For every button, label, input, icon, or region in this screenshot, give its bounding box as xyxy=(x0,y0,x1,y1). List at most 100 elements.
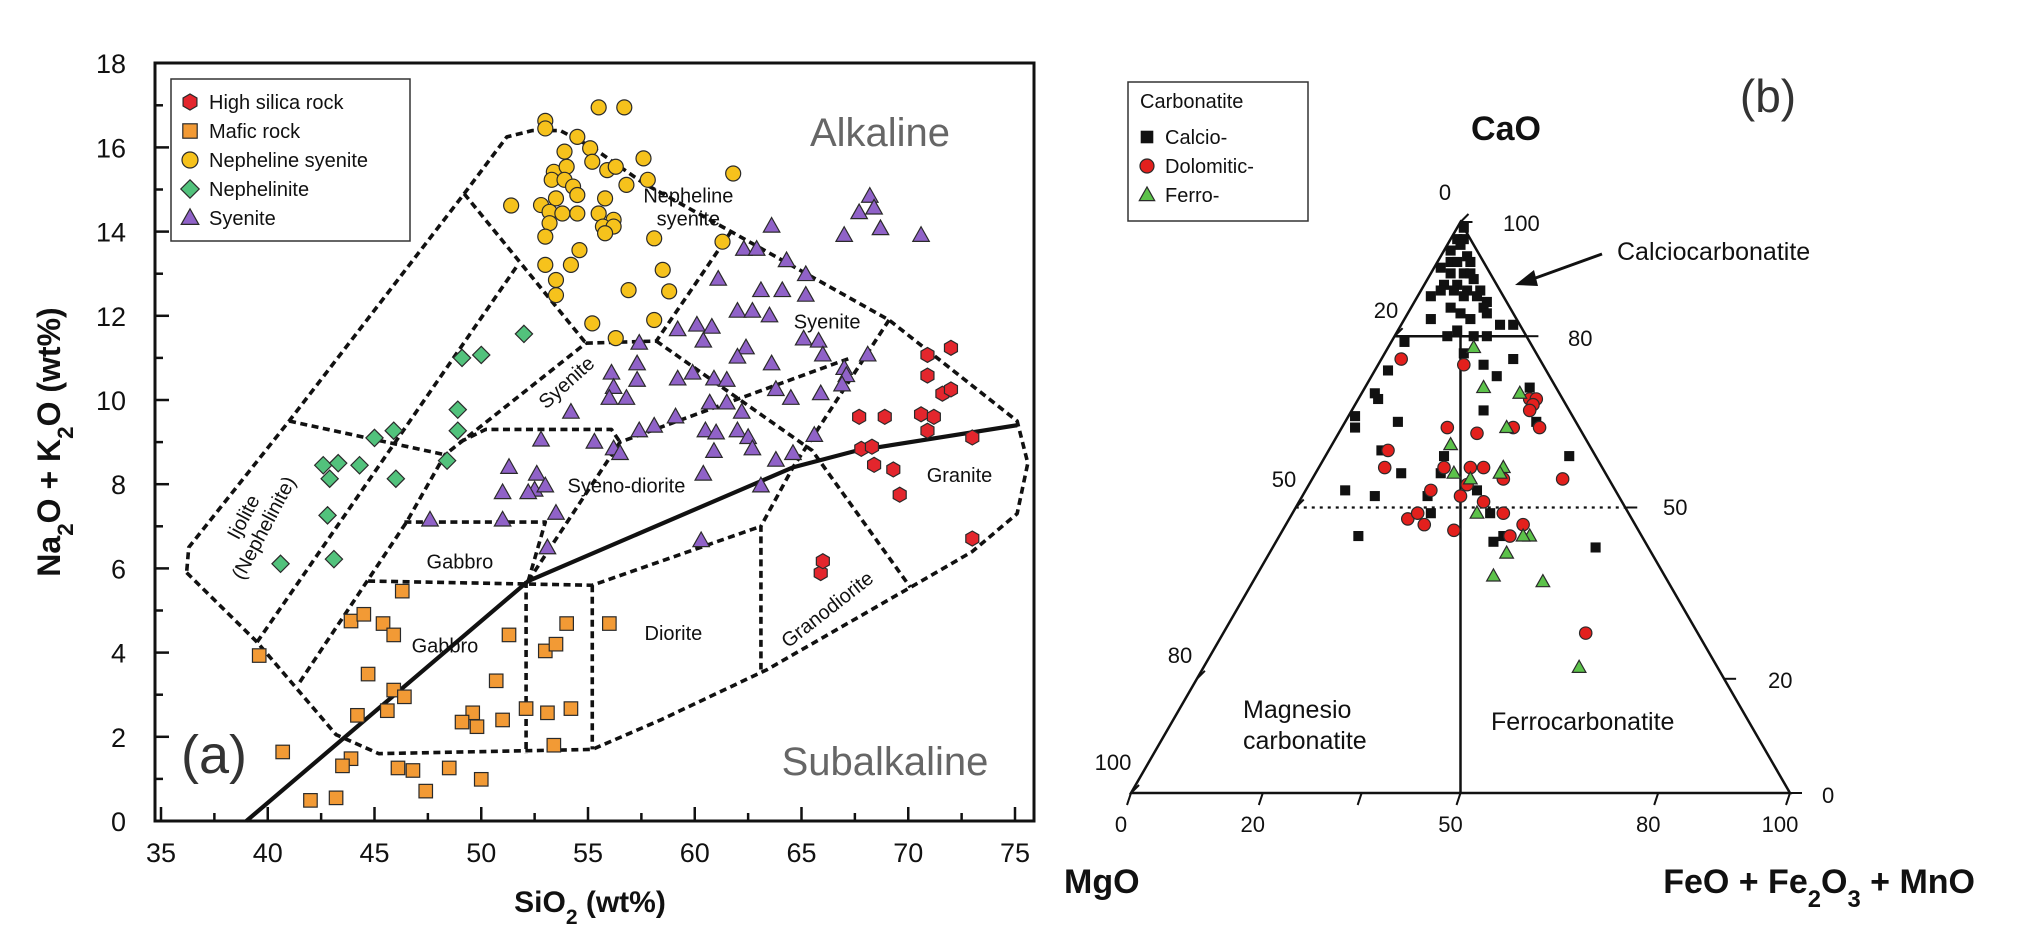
diamond-point xyxy=(448,421,468,441)
triangle-point xyxy=(691,530,711,548)
circle-point xyxy=(646,230,663,247)
triangle-point xyxy=(805,425,824,442)
outer-field-boundary xyxy=(184,128,1030,756)
triangle-point xyxy=(499,457,519,474)
hexagon-point xyxy=(892,486,907,503)
bottom-edge-tick-label: 50 xyxy=(1438,812,1462,837)
legend-box xyxy=(1127,81,1309,222)
hexagon-point xyxy=(864,438,880,455)
series-ferrocarbonatite xyxy=(1442,339,1587,673)
legend-item-label: Nephelinite xyxy=(209,179,309,201)
legend-item-label: Nepheline syenite xyxy=(209,150,368,172)
alkaline-subalkaline-divide xyxy=(245,423,1018,823)
triangle-point xyxy=(743,301,762,318)
hexagon-point xyxy=(965,429,980,446)
circle-point xyxy=(1437,460,1451,475)
left-edge-tick-label: 20 xyxy=(1374,298,1398,323)
left-edge-tick-label: 0 xyxy=(1439,180,1451,205)
circle-point xyxy=(654,261,671,279)
triangle-point xyxy=(1475,379,1492,394)
field-label-syenite-lower: Syenite xyxy=(535,352,599,413)
legend-panel-b: Carbonatite Calcio- Dolomitic- Ferro- xyxy=(1127,81,1309,222)
circle-point xyxy=(661,283,678,300)
square-point xyxy=(1455,308,1466,319)
square-point xyxy=(1478,359,1489,370)
square-point xyxy=(548,636,564,652)
triangle-point xyxy=(610,443,630,461)
square-point xyxy=(1481,331,1492,342)
ternary-tick-mark xyxy=(1295,498,1305,509)
circle-point xyxy=(1440,420,1455,435)
triangle-point xyxy=(538,537,557,555)
series-high-silica-rock xyxy=(813,339,980,582)
diamond-point xyxy=(384,421,404,441)
legend-box xyxy=(170,78,411,242)
square-point xyxy=(386,627,402,643)
triangle-point xyxy=(687,315,707,332)
hexagon-point xyxy=(852,408,867,426)
circle-point xyxy=(571,242,588,259)
square-point xyxy=(1392,416,1403,427)
triangle-point xyxy=(1498,419,1515,434)
circle-point xyxy=(1503,529,1517,543)
triangle-point xyxy=(796,285,816,302)
square-point xyxy=(1445,268,1456,279)
square-point xyxy=(1369,388,1380,399)
circle-point xyxy=(1424,483,1438,498)
legend-square-icon xyxy=(1140,130,1154,144)
hexagon-point xyxy=(920,346,935,364)
circle-point xyxy=(646,311,663,329)
field-labels: Nepheline syenite Syenite Syenite Syeno-dior… xyxy=(223,185,992,657)
triangle-point xyxy=(728,301,747,318)
circle-point xyxy=(547,271,565,289)
right-edge-tick-label: 20 xyxy=(1768,668,1792,693)
circle-point xyxy=(596,190,614,207)
field-boundary-line xyxy=(298,341,587,684)
triangle-point xyxy=(813,345,833,362)
region-label-calciocarbonatite: Calciocarbonatite xyxy=(1617,238,1810,266)
ternary-tick-mark xyxy=(1356,792,1363,806)
series-syenite xyxy=(420,186,931,555)
triangle-point xyxy=(546,503,566,520)
circle-point xyxy=(1410,506,1425,521)
x-tick-label: 35 xyxy=(146,838,176,868)
y-tick-label: 10 xyxy=(96,386,126,416)
circle-point xyxy=(541,215,558,232)
field-label-gabbro-upper: Gabbro xyxy=(427,551,494,573)
triangle-point xyxy=(694,464,713,481)
triangle-point xyxy=(629,333,649,350)
square-point xyxy=(1452,256,1463,268)
triangle-point xyxy=(585,432,604,449)
field-label-line: Nepheline xyxy=(643,185,733,207)
label-text: FeO + Fe xyxy=(1663,863,1808,901)
field-boundaries xyxy=(184,128,1030,756)
square-point xyxy=(1462,285,1473,296)
square-point xyxy=(1452,234,1463,245)
triangle-point xyxy=(783,443,803,461)
label-text: SiO xyxy=(514,886,566,919)
field-label-syeno-diorite: Syeno-diorite xyxy=(568,476,686,498)
triangle-point xyxy=(871,218,890,236)
triangle-point xyxy=(708,269,728,286)
region-label-magnesio-line1: Magnesio xyxy=(1243,696,1351,724)
triangle-point xyxy=(420,510,440,527)
bottom-edge-tick-label: 80 xyxy=(1636,812,1660,837)
y-tick-label: 4 xyxy=(111,639,126,669)
square-point xyxy=(488,673,504,689)
triangle-point xyxy=(796,264,816,282)
ternary-tick-mark xyxy=(1196,670,1206,680)
triangle-point xyxy=(536,476,555,493)
square-point xyxy=(1438,279,1450,290)
field-boundary-line xyxy=(404,520,548,582)
triangle-point xyxy=(747,239,766,256)
triangle-point xyxy=(760,305,779,323)
circle-point xyxy=(725,165,742,182)
circle-point xyxy=(547,287,565,304)
circle-point xyxy=(547,190,565,207)
triangle-point xyxy=(644,416,664,433)
square-point xyxy=(1508,354,1519,365)
square-point xyxy=(303,793,318,808)
triangle-point xyxy=(736,337,756,355)
square-point xyxy=(1458,222,1469,233)
field-boundary-line xyxy=(462,192,588,345)
